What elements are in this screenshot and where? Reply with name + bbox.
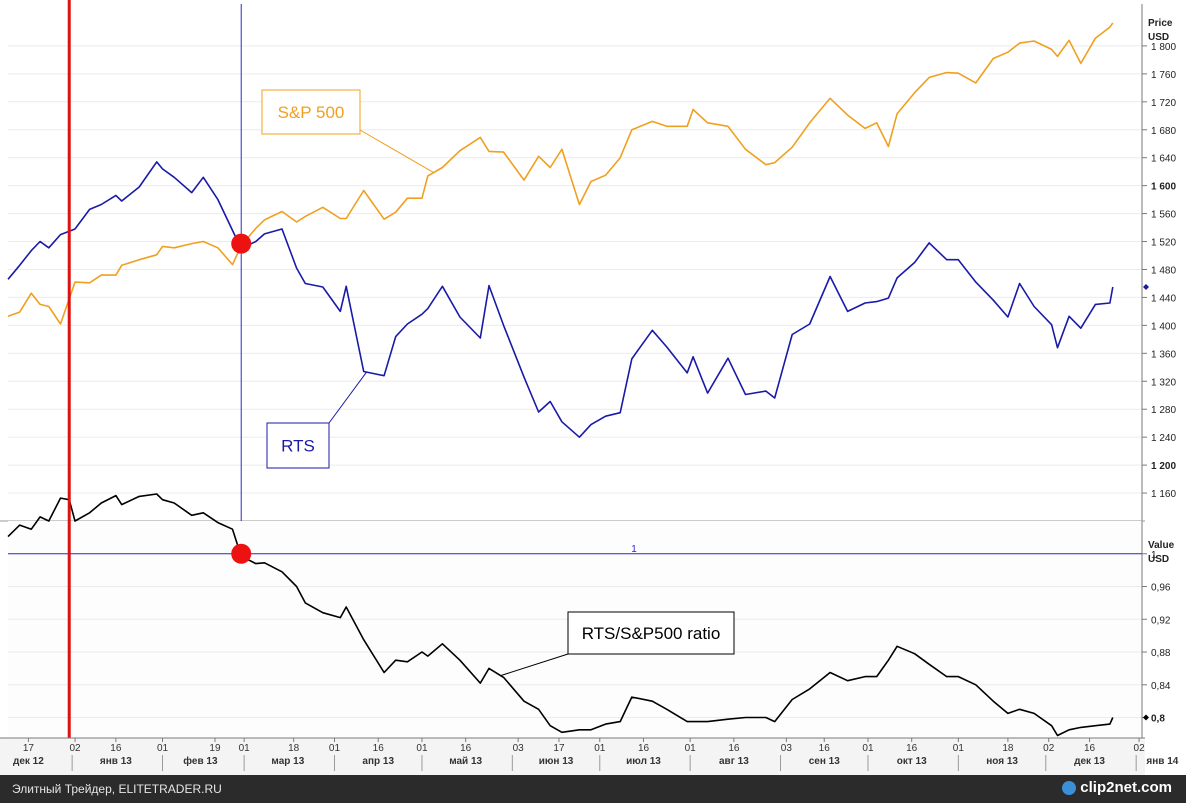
rts-callout-box	[266, 422, 330, 469]
x-tick-label: 18	[1002, 743, 1014, 754]
ratio-ylabel-line2: USD	[1148, 554, 1169, 565]
price-ytick-label: 1 640	[1151, 154, 1176, 165]
chart-canvas: 1 160 1 200 1 240 1 280 1 320 1 360 1 400 1 440…	[0, 0, 1179, 775]
x-month-label: фев 13	[183, 755, 218, 767]
x-tick-label: 01	[157, 743, 169, 754]
x-tick-label: 16	[638, 743, 650, 754]
price-ytick-label: 1 760	[1151, 70, 1176, 81]
x-tick-label: 02	[1043, 743, 1055, 754]
ratio-callout-box	[567, 611, 735, 655]
x-tick-label: 16	[110, 743, 122, 754]
rts-last-value-marker	[1143, 283, 1149, 290]
x-tick-label: 01	[594, 743, 606, 754]
x-month-label: сен 13	[809, 756, 841, 767]
x-tick-label: 01	[685, 743, 697, 754]
x-tick-label: 01	[329, 743, 341, 754]
sp500-callout-text: S&P 500	[278, 103, 345, 122]
price-ytick-label: 1 600	[1151, 182, 1176, 193]
ratio-marker-dot	[231, 543, 252, 564]
x-month-label: апр 13	[362, 756, 394, 767]
ratio-ytick-label: 0,84	[1151, 681, 1171, 692]
x-tick-label: 16	[819, 743, 831, 754]
ratio-panel: 0,80,840,880,920,961ValueUSD1RTS/S&P500 …	[7, 0, 1175, 758]
clip2net-logo-text: clip2net.com	[1080, 779, 1172, 796]
footer-bar: Элитный Трейдер, ELITETRADER.RU clip2net…	[0, 775, 1186, 803]
x-month-label: дек 13	[1074, 756, 1105, 767]
x-tick-label: 01	[416, 743, 428, 754]
x-month-label: ноя 13	[986, 756, 1018, 767]
price-panel: 1 160 1 200 1 240 1 280 1 320 1 360 1 400 1 440…	[0, 4, 1176, 522]
ratio-ytick-label: 0,88	[1151, 648, 1171, 659]
ratio-ytick-label: 1	[1151, 550, 1157, 561]
footer-source-text: Элитный Трейдер, ELITETRADER.RU	[12, 782, 222, 796]
x-axis: 17 02 16 01 19 01 18 01 16 01 16 03 17 01 16 01 16 03 16 01…	[0, 737, 1179, 775]
x-month-label: окт 13	[897, 756, 927, 767]
x-tick-label: 01	[239, 743, 251, 754]
price-ytick-label: 1 400	[1151, 321, 1176, 332]
reference-line-label: 1	[631, 544, 637, 555]
x-tick-label: 18	[288, 743, 300, 754]
price-ylabel-line2: USD	[1148, 32, 1169, 43]
sp500-series-line	[7, 22, 1114, 325]
ratio-ylabel-line1: Value	[1148, 540, 1175, 551]
x-month-label: дек 12	[13, 756, 44, 767]
x-month-label: мар 13	[271, 756, 304, 767]
ratio-ytick-label: 0,92	[1151, 615, 1171, 626]
price-ytick-label: 1 440	[1151, 293, 1176, 304]
rts-series-line	[7, 161, 1114, 438]
price-ylabel-line1: Price	[1148, 18, 1173, 29]
x-month-label: янв 14	[1146, 756, 1178, 767]
rts-callout-text: RTS	[281, 437, 315, 456]
price-ytick-label: 1 200	[1151, 461, 1176, 472]
ratio-last-value-marker	[1143, 714, 1149, 721]
x-tick-label: 16	[906, 743, 918, 754]
rts-callout-leader	[328, 371, 367, 424]
x-month-label: май 13	[449, 756, 482, 767]
x-tick-label: 16	[728, 743, 740, 754]
ratio-callout-text: RTS/S&P500 ratio	[582, 624, 721, 643]
x-tick-label: 16	[373, 743, 385, 754]
price-ytick-label: 1 720	[1151, 98, 1176, 109]
x-tick-label: 16	[1084, 743, 1096, 754]
price-ytick-label: 1 680	[1151, 126, 1176, 137]
price-ytick-label: 1 560	[1151, 210, 1176, 221]
clip2net-logo[interactable]: clip2net.com	[1062, 779, 1172, 796]
ratio-ytick-label: 0,96	[1151, 583, 1171, 594]
x-month-label: янв 13	[100, 756, 132, 767]
x-tick-label: 01	[953, 743, 965, 754]
ratio-callout-leader	[500, 653, 569, 677]
price-ytick-label: 1 360	[1151, 349, 1176, 360]
price-ytick-label: 1 800	[1151, 42, 1176, 53]
x-tick-label: 16	[460, 743, 472, 754]
price-ytick-label: 1 280	[1151, 405, 1176, 416]
sp500-callout-box	[261, 89, 361, 135]
sp500-callout-leader	[359, 129, 434, 173]
price-ytick-label: 1 520	[1151, 238, 1176, 249]
x-month-label: июн 13	[539, 756, 574, 767]
x-tick-label: 02	[69, 743, 81, 754]
x-month-label: авг 13	[719, 756, 749, 767]
x-tick-label: 03	[781, 743, 793, 754]
x-tick-label: 19	[209, 743, 221, 754]
price-ytick-label: 1 480	[1151, 265, 1176, 276]
clip2net-icon	[1062, 780, 1077, 795]
x-tick-label: 17	[23, 743, 35, 754]
x-tick-label: 02	[1134, 743, 1146, 754]
price-ytick-label: 1 240	[1151, 433, 1176, 444]
x-tick-label: 01	[862, 743, 874, 754]
ratio-series-line	[7, 493, 1114, 737]
x-tick-label: 17	[553, 743, 565, 754]
price-plot-area	[8, 4, 1142, 521]
price-ytick-label: 1 160	[1151, 489, 1176, 500]
ratio-ytick-label: 0,8	[1151, 714, 1165, 725]
price-ytick-label: 1 320	[1151, 377, 1176, 388]
x-month-label: июл 13	[626, 756, 661, 767]
crossover-marker-dot	[231, 233, 252, 254]
x-axis-background	[0, 738, 1145, 775]
x-tick-label: 03	[513, 743, 525, 754]
